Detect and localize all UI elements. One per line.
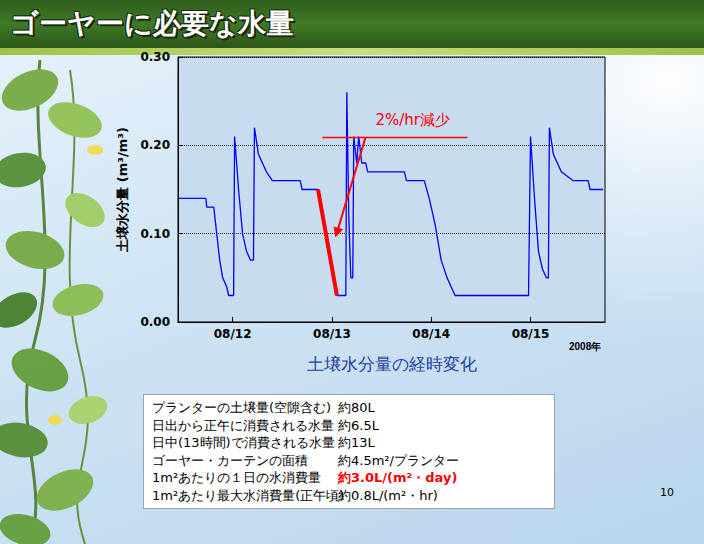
svg-text:0.30: 0.30 [140, 50, 170, 64]
svg-text:土壌水分量 (m³/m³): 土壌水分量 (m³/m³) [115, 127, 130, 253]
html-text:約3.0L/(m²・day): 約3.0L/(m²・day) [338, 470, 458, 485]
html-text:ゴーヤー・カーテンの面積: ゴーヤー・カーテンの面積 [152, 452, 308, 468]
html-text:約4.5m²/プランター: 約4.5m²/プランター [338, 452, 459, 468]
html-text:プランターの土壌量(空隙含む): プランターの土壌量(空隙含む) [152, 400, 332, 415]
html-text:約80L: 約80L [338, 400, 375, 415]
html-text:日中(13時間)で消費される水量 約13L: 日中(13時間)で消費される水量 約13L [152, 435, 375, 450]
svg-text:0.10: 0.10 [140, 227, 170, 241]
svg-text:0.20: 0.20 [140, 138, 170, 152]
svg-text:08/12: 08/12 [214, 327, 252, 341]
svg-text:0.00: 0.00 [140, 315, 170, 329]
svg-text:08/14: 08/14 [412, 327, 450, 341]
html-text:日出から正午に消費される水量 約6.5L: 日出から正午に消費される水量 約6.5L [152, 417, 379, 433]
svg-text:土壌水分量の経時変化: 土壌水分量の経時変化 [307, 354, 477, 374]
html-text:1m²あたりの１日の水消費量: 1m²あたりの１日の水消費量 [152, 470, 322, 485]
html-text:1m²あたり最大水消費量(正午頃): 1m²あたり最大水消費量(正午頃) [152, 487, 345, 503]
svg-text:08/13: 08/13 [313, 327, 351, 341]
html-text:10: 10 [660, 486, 674, 499]
svg-text:08/15: 08/15 [512, 327, 550, 341]
html-text:ゴーヤーに必要な水量: ゴーヤーに必要な水量 [10, 7, 294, 40]
svg-text:2%/hr減少: 2%/hr減少 [375, 111, 450, 129]
svg-text:2008年: 2008年 [569, 341, 601, 352]
html-text:約0.8L/(m²・hr): 約0.8L/(m²・hr) [338, 487, 438, 503]
